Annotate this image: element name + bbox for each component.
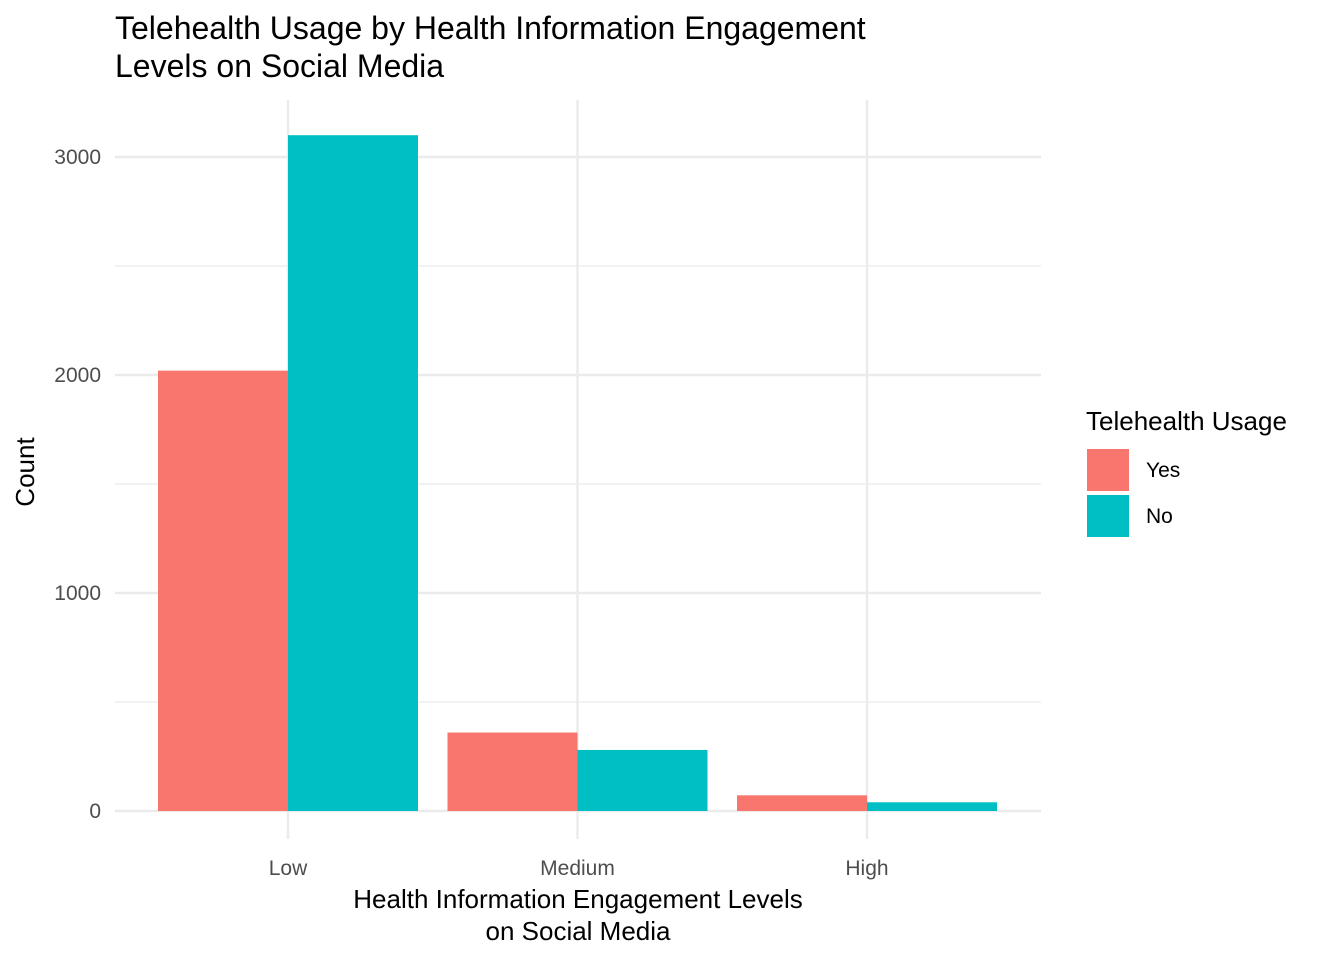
legend-title: Telehealth Usage: [1086, 406, 1287, 436]
bar-no-high: [867, 802, 997, 811]
y-tick-label: 0: [89, 800, 101, 823]
bars-layer: [158, 135, 997, 811]
x-tick-label-medium: Medium: [540, 857, 615, 880]
y-tick-label: 1000: [54, 582, 101, 605]
chart-title-line-1: Telehealth Usage by Health Information E…: [115, 10, 866, 46]
bar-no-low: [288, 135, 418, 811]
x-axis-title-line-1: Health Information Engagement Levels: [353, 884, 803, 914]
axis-layer: 0 1000 2000 3000 Low Medium High: [54, 146, 888, 880]
y-tick-label: 3000: [54, 146, 101, 169]
legend-key-yes: [1087, 449, 1129, 491]
legend-label-yes: Yes: [1146, 459, 1180, 482]
y-tick-label: 2000: [54, 364, 101, 387]
bar-yes-high: [737, 795, 867, 811]
bar-yes-medium: [447, 732, 578, 811]
legend-key-no: [1087, 495, 1129, 537]
legend: Telehealth Usage Yes No: [1086, 406, 1287, 537]
x-axis-title-line-2: on Social Media: [486, 916, 672, 946]
bar-yes-low: [158, 370, 288, 811]
y-axis-title: Count: [10, 437, 40, 507]
chart-title-line-2: Levels on Social Media: [115, 48, 444, 84]
legend-label-no: No: [1146, 505, 1173, 528]
x-tick-label-low: Low: [269, 857, 308, 880]
x-tick-label-high: High: [845, 857, 888, 880]
bar-no-medium: [577, 749, 708, 811]
